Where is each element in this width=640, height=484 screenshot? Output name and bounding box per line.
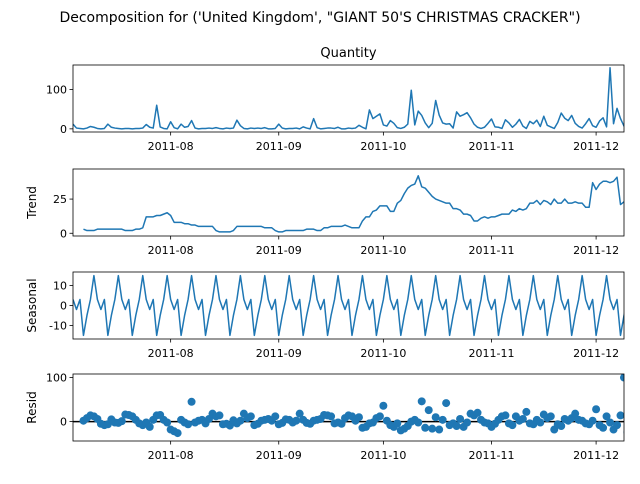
trend-axes-frame bbox=[72, 168, 625, 237]
seasonal-series-line bbox=[73, 274, 624, 337]
resid-point-110 bbox=[463, 418, 472, 427]
quantity-title: Quantity bbox=[320, 46, 376, 61]
resid-point-108 bbox=[456, 414, 465, 423]
resid-point-137 bbox=[557, 422, 566, 431]
resid-point-74 bbox=[337, 419, 346, 428]
quantity-ytick-label: 100 bbox=[46, 83, 67, 96]
trend-xtick-label: 2011-11 bbox=[468, 244, 514, 257]
resid-point-155 bbox=[620, 374, 624, 382]
quantity-panel: 0 100 2011-08 2011-09 2011-10 2011-11 2011-12 Q… bbox=[46, 46, 625, 153]
resid-point-96 bbox=[414, 418, 423, 427]
resid-point-86 bbox=[379, 401, 388, 410]
resid-point-153 bbox=[613, 421, 622, 430]
resid-points bbox=[79, 374, 640, 438]
resid-point-150 bbox=[602, 412, 611, 421]
resid-point-113 bbox=[473, 408, 482, 417]
resid-point-107 bbox=[452, 422, 461, 431]
resid-point-158 bbox=[630, 411, 638, 419]
quantity-xtick-label: 2011-12 bbox=[573, 140, 619, 153]
trend-xtick-label: 2011-12 bbox=[573, 244, 619, 257]
resid-point-45 bbox=[236, 416, 245, 425]
resid-point-134 bbox=[546, 412, 555, 421]
resid-point-11 bbox=[117, 417, 126, 426]
resid-point-126 bbox=[518, 414, 527, 423]
quantity-ytick-label: 0 bbox=[60, 123, 67, 136]
resid-point-146 bbox=[588, 416, 597, 425]
resid-point-62 bbox=[295, 409, 304, 418]
resid-ytick-label: 100 bbox=[46, 372, 67, 385]
resid-point-39 bbox=[215, 411, 224, 420]
resid-point-97 bbox=[417, 397, 426, 406]
resid-ytick-label: 0 bbox=[60, 416, 67, 429]
resid-axes-frame bbox=[72, 373, 625, 442]
seasonal-xtick-label: 2011-12 bbox=[573, 347, 619, 360]
resid-point-98 bbox=[421, 423, 430, 432]
resid-point-104 bbox=[442, 399, 451, 408]
trend-xtick-label: 2011-09 bbox=[256, 244, 302, 257]
resid-point-102 bbox=[435, 425, 444, 434]
resid-point-157 bbox=[627, 424, 635, 432]
seasonal-panel: -10 0 10 2011-08 2011-09 2011-10 2011-11 2011-1… bbox=[25, 271, 625, 360]
resid-point-30 bbox=[184, 420, 193, 429]
resid-xtick-label: 2011-09 bbox=[256, 449, 302, 462]
resid-point-121 bbox=[501, 411, 510, 420]
resid-point-27 bbox=[173, 429, 182, 438]
quantity-axes-frame bbox=[72, 64, 625, 133]
figure-title: Decomposition for ('United Kingdom', "GI… bbox=[59, 10, 580, 26]
quantity-xtick-label: 2011-09 bbox=[256, 140, 302, 153]
resid-point-103 bbox=[438, 415, 447, 424]
resid-xtick-label: 2011-08 bbox=[148, 449, 194, 462]
resid-point-71 bbox=[327, 412, 336, 421]
seasonal-xtick-label: 2011-09 bbox=[256, 347, 302, 360]
quantity-xtick-label: 2011-10 bbox=[360, 140, 406, 153]
seasonal-ytick-label: -10 bbox=[49, 319, 67, 332]
resid-point-154 bbox=[616, 411, 624, 420]
trend-ylabel: Trend bbox=[25, 186, 39, 220]
resid-point-100 bbox=[428, 424, 437, 433]
resid-point-24 bbox=[163, 418, 172, 427]
resid-point-48 bbox=[246, 412, 255, 421]
resid-point-147 bbox=[592, 405, 601, 414]
resid-xtick-label: 2011-11 bbox=[468, 449, 514, 462]
resid-point-85 bbox=[375, 412, 384, 421]
resid-point-151 bbox=[606, 418, 615, 427]
seasonal-xtick-label: 2011-11 bbox=[468, 347, 514, 360]
seasonal-ytick-label: 10 bbox=[53, 280, 67, 293]
resid-point-99 bbox=[424, 406, 433, 415]
resid-point-123 bbox=[508, 421, 517, 430]
resid-point-79 bbox=[354, 413, 363, 422]
resid-point-131 bbox=[536, 418, 545, 427]
seasonal-xtick-label: 2011-08 bbox=[148, 347, 194, 360]
trend-ytick-label: 0 bbox=[60, 227, 67, 240]
resid-point-159 bbox=[634, 419, 640, 427]
resid-point-19 bbox=[145, 422, 154, 431]
quantity-xtick-label: 2011-08 bbox=[148, 140, 194, 153]
resid-point-90 bbox=[393, 419, 402, 428]
seasonal-xtick-label: 2011-10 bbox=[360, 347, 406, 360]
resid-ylabel: Resid bbox=[25, 391, 39, 423]
resid-point-101 bbox=[431, 413, 440, 422]
resid-point-31 bbox=[187, 397, 196, 406]
resid-point-149 bbox=[599, 423, 608, 432]
trend-series-line bbox=[83, 175, 624, 233]
quantity-series-line bbox=[73, 67, 624, 130]
resid-panel: 0 100 2011-08 2011-09 2011-10 2011-11 2011-12 R… bbox=[25, 372, 640, 462]
trend-panel: 0 25 2011-08 2011-09 2011-10 2011-11 2011-12 Tr… bbox=[25, 168, 625, 257]
resid-xtick-label: 2011-12 bbox=[573, 449, 619, 462]
seasonal-ytick-label: 0 bbox=[60, 300, 67, 313]
resid-point-141 bbox=[571, 409, 580, 418]
resid-point-156 bbox=[623, 430, 624, 435]
resid-point-61 bbox=[292, 416, 301, 425]
trend-ytick-label: 25 bbox=[53, 193, 67, 206]
resid-point-55 bbox=[271, 412, 280, 421]
seasonal-ylabel: Seasonal bbox=[25, 278, 39, 332]
quantity-xtick-label: 2011-11 bbox=[468, 140, 514, 153]
resid-point-127 bbox=[522, 407, 531, 416]
trend-xtick-label: 2011-08 bbox=[148, 244, 194, 257]
trend-xtick-label: 2011-10 bbox=[360, 244, 406, 257]
resid-xtick-label: 2011-10 bbox=[360, 449, 406, 462]
